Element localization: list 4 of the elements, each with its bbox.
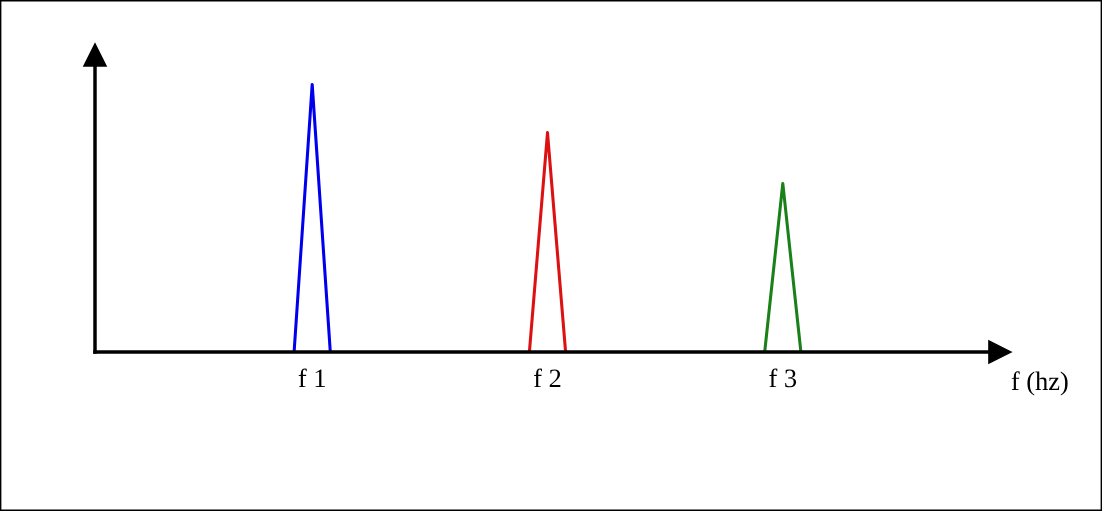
x-tick-label: f 3	[769, 368, 797, 388]
x-tick-label: f 1	[298, 368, 325, 387]
x-axis-title: f (hz)	[1011, 371, 1068, 396]
x-tick-label: f 2	[534, 368, 561, 387]
